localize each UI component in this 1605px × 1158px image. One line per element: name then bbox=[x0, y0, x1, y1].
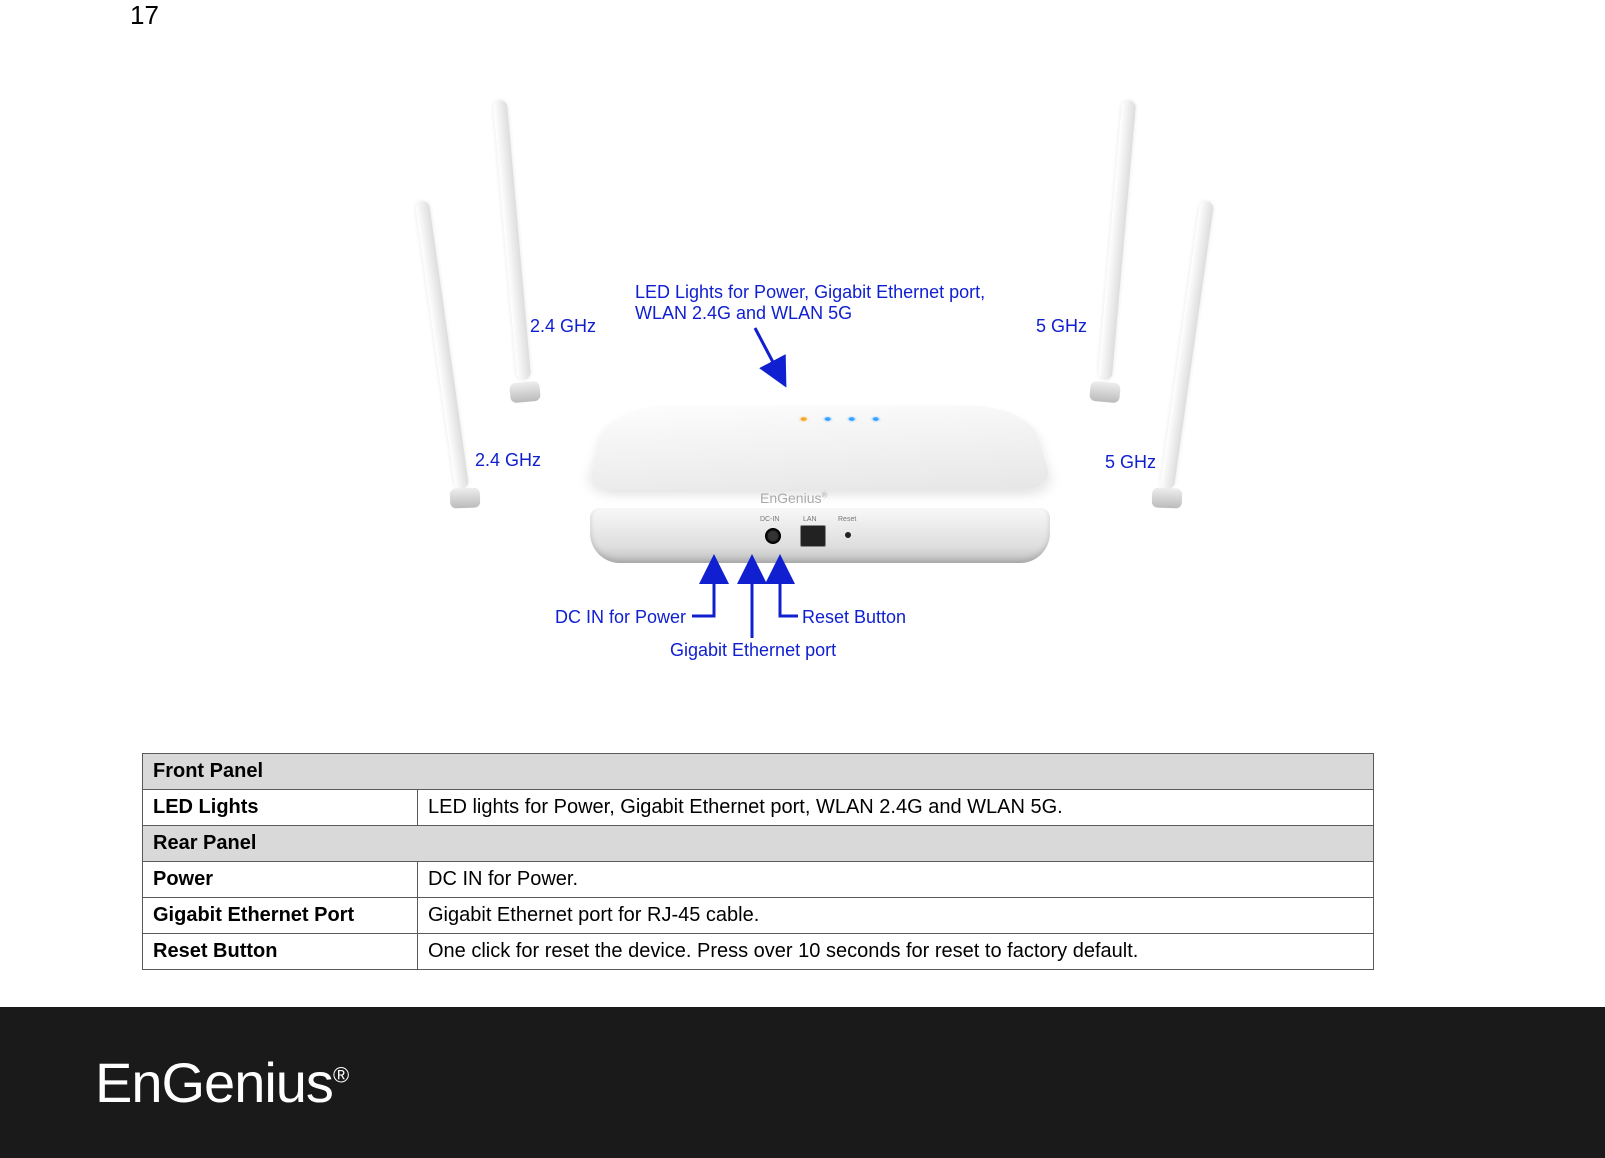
rear-ports: DC-IN LAN Reset bbox=[765, 518, 895, 550]
reg-mark: ® bbox=[821, 490, 827, 499]
antenna-5-top bbox=[1098, 100, 1136, 380]
antenna-joint bbox=[1089, 381, 1121, 404]
callout-dc-in: DC IN for Power bbox=[555, 607, 686, 628]
callout-led-lights: LED Lights for Power, Gigabit Ethernet p… bbox=[635, 282, 975, 324]
cell-led-desc: LED lights for Power, Gigabit Ethernet p… bbox=[418, 790, 1374, 826]
table-row: Gigabit Ethernet Port Gigabit Ethernet p… bbox=[143, 898, 1374, 934]
table-header-rear: Rear Panel bbox=[143, 826, 1374, 862]
antenna-joint bbox=[450, 487, 481, 508]
cell-gigabit-desc: Gigabit Ethernet port for RJ-45 cable. bbox=[418, 898, 1374, 934]
router-body: EnGenius® DC-IN LAN Reset bbox=[570, 380, 1070, 590]
device-brand-text: EnGenius bbox=[760, 490, 821, 506]
cell-power-desc: DC IN for Power. bbox=[418, 862, 1374, 898]
antenna-joint bbox=[509, 381, 541, 404]
cell-gigabit-label: Gigabit Ethernet Port bbox=[143, 898, 418, 934]
callout-led-line2: WLAN 2.4G and WLAN 5G bbox=[635, 303, 975, 324]
lan-port bbox=[800, 525, 826, 547]
callout-led-line1: LED Lights for Power, Gigabit Ethernet p… bbox=[635, 282, 975, 303]
led-power bbox=[801, 417, 807, 421]
led-ethernet bbox=[825, 417, 831, 421]
table-row: Power DC IN for Power. bbox=[143, 862, 1374, 898]
page-number: 17 bbox=[130, 0, 159, 31]
cell-reset-label: Reset Button bbox=[143, 934, 418, 970]
led-wlan24 bbox=[849, 417, 855, 421]
table-row: LED Lights LED lights for Power, Gigabit… bbox=[143, 790, 1374, 826]
device-diagram: EnGenius® DC-IN LAN Reset LED Lights for… bbox=[370, 60, 1270, 750]
reset-hole bbox=[845, 532, 851, 538]
cell-power-label: Power bbox=[143, 862, 418, 898]
antenna-24-top bbox=[493, 100, 531, 380]
rear-panel-header: Rear Panel bbox=[143, 826, 1374, 862]
callout-5ghz-bottom: 5 GHz bbox=[1105, 452, 1156, 473]
router-top-surface bbox=[585, 406, 1054, 490]
front-panel-header: Front Panel bbox=[143, 754, 1374, 790]
port-label-dc: DC-IN bbox=[760, 516, 779, 523]
table-row: Reset Button One click for reset the dev… bbox=[143, 934, 1374, 970]
callout-24ghz-bottom: 2.4 GHz bbox=[475, 450, 541, 471]
led-wlan5 bbox=[873, 417, 879, 421]
callout-24ghz-top: 2.4 GHz bbox=[530, 316, 596, 337]
device-brand-label: EnGenius® bbox=[760, 490, 827, 506]
callout-reset-button: Reset Button bbox=[802, 607, 906, 628]
callout-5ghz-top: 5 GHz bbox=[1036, 316, 1087, 337]
dc-port bbox=[765, 528, 781, 544]
cell-reset-desc: One click for reset the device. Press ov… bbox=[418, 934, 1374, 970]
port-label-lan: LAN bbox=[803, 516, 817, 523]
cell-led-label: LED Lights bbox=[143, 790, 418, 826]
specs-table: Front Panel LED Lights LED lights for Po… bbox=[142, 753, 1374, 970]
table-header-front: Front Panel bbox=[143, 754, 1374, 790]
callout-gigabit-port: Gigabit Ethernet port bbox=[670, 640, 836, 661]
port-label-reset: Reset bbox=[838, 516, 856, 523]
footer-reg-mark: ® bbox=[333, 1062, 348, 1087]
specs-table-container: Front Panel LED Lights LED lights for Po… bbox=[142, 753, 1374, 970]
antenna-24-bottom bbox=[415, 200, 469, 489]
antenna-5-bottom bbox=[1160, 200, 1214, 489]
page-footer: EnGenius® bbox=[0, 1007, 1605, 1158]
footer-logo: EnGenius® bbox=[95, 1050, 348, 1115]
antenna-joint bbox=[1152, 487, 1183, 508]
footer-logo-text: EnGenius bbox=[95, 1051, 333, 1114]
